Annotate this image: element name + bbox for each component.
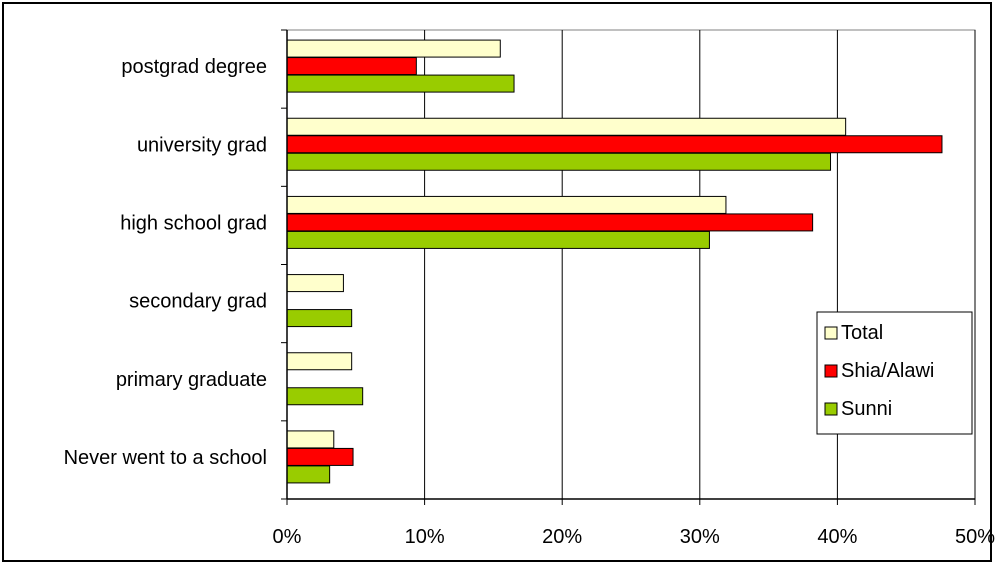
x-tick-label: 10% [405, 526, 445, 548]
bar-sunni [286, 309, 353, 328]
x-tick-label: 40% [817, 526, 857, 548]
category-label: primary graduate [116, 369, 267, 391]
legend: Total Shia/Alawi Sunni [816, 311, 973, 435]
category-label: secondary grad [129, 291, 267, 313]
bar-shia-alawi [286, 213, 814, 232]
x-tick-label: 30% [680, 526, 720, 548]
legend-label: Total [841, 322, 883, 344]
legend-swatch [824, 364, 838, 378]
axes [281, 29, 976, 505]
bar-total [286, 39, 501, 58]
category-label: university grad [137, 134, 267, 156]
bar-total [286, 274, 344, 293]
bar-total [286, 430, 335, 449]
bar-sunni [286, 74, 515, 93]
bar-total [286, 117, 847, 136]
legend-label: Sunni [841, 398, 892, 420]
legend-box [816, 311, 973, 435]
bar-sunni [286, 230, 710, 249]
x-tick-label: 50% [955, 526, 995, 548]
bars [286, 39, 943, 484]
bar-total [286, 352, 353, 371]
category-label: high school grad [120, 212, 267, 234]
x-tick-label: 20% [542, 526, 582, 548]
bar-sunni [286, 465, 331, 484]
bar-shia-alawi [286, 57, 417, 76]
x-tick-label: 0% [273, 526, 302, 548]
legend-swatch [824, 402, 838, 416]
bar-sunni [286, 387, 364, 406]
legend-label: Shia/Alawi [841, 360, 934, 382]
legend-swatch [824, 326, 838, 340]
bar-shia-alawi [286, 447, 354, 466]
category-label: postgrad degree [121, 56, 267, 78]
bar-shia-alawi [286, 135, 943, 154]
bar-total [286, 195, 727, 214]
axis-labels: 0% 10% 20% 30% 40% 50% postgrad degree universi… [64, 56, 996, 548]
bar-sunni [286, 152, 832, 171]
category-label: Never went to a school [64, 447, 267, 469]
